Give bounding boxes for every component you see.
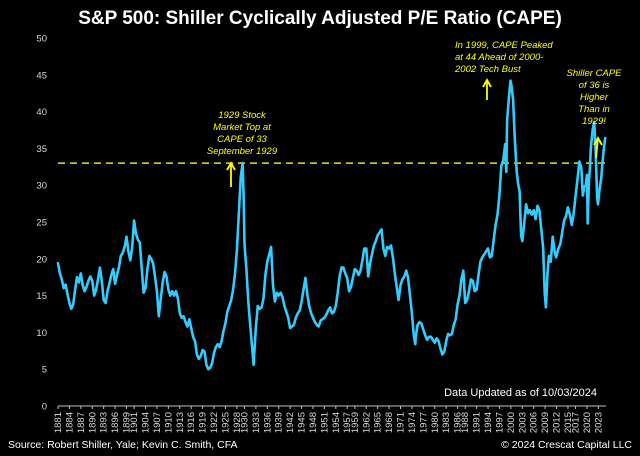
x-tick-label: 1986 [453,412,464,433]
x-tick-label: 2006 [529,412,540,433]
x-tick-label: 1887 [76,412,87,433]
x-tick-label: 1893 [99,412,110,433]
x-tick-label: 2012 [552,412,563,433]
annotation-1999-line: 2002 Tech Bust [454,64,521,75]
x-tick-label: 1904 [141,412,152,433]
annotation-arrow-shaft [595,137,599,159]
x-tick-label: 1988 [460,412,471,433]
x-tick-label: 1968 [384,412,395,433]
x-tick-label: 2009 [540,412,551,433]
x-tick-label: 2015 [563,412,574,433]
annotation-2024-line: Shiller CAPE [567,68,623,79]
y-tick-label: 40 [36,107,47,118]
x-tick-label: 1974 [407,412,418,433]
annotations: 1929 Stock Market Top at CAPE of 33 Septemb… [207,40,622,157]
x-tick-label: 1948 [308,412,319,433]
x-tick-label: 1930 [239,412,250,433]
x-tick-label: 1890 [87,412,98,433]
chart-title: S&P 500: Shiller Cyclically Adjusted P/E… [78,8,562,29]
x-tick-label: 1928 [232,412,243,433]
x-tick-label: 1881 [53,412,64,433]
annotation-2024-line: Higher [580,92,609,103]
x-tick-label: 1951 [319,412,330,433]
y-tick-label: 10 [36,328,47,339]
x-tick-label: 2020 [582,412,593,433]
copyright-notice: © 2024 Crescat Capital LLC [501,439,632,451]
x-tick-label: 1933 [251,412,262,433]
annotation-arrow-head [482,78,492,88]
x-tick-label: 1936 [262,412,273,433]
x-tick-label: 2000 [506,412,517,433]
y-tick-label: 30 [36,181,47,192]
x-tick-label: 1916 [186,412,197,433]
annotation-1929-line: CAPE of 33 [217,134,267,145]
y-tick-label: 0 [42,402,47,413]
x-tick-label: 2017 [571,412,582,433]
x-tick-label: 1901 [129,412,140,433]
x-tick-label: 1884 [64,412,75,433]
y-axis-ticks: 0 5 10 15 20 25 30 35 40 45 50 [36,34,47,413]
annotation-2024-line: of 36 is [579,80,610,91]
x-tick-label: 1913 [175,412,186,433]
y-tick-label: 25 [36,218,47,229]
cape-series-line [56,79,607,371]
x-tick-label: 1971 [396,412,407,433]
annotation-1929-line: September 1929 [207,146,278,157]
x-tick-label: 1959 [350,412,361,433]
x-tick-label: 1954 [331,412,342,433]
x-tick-label: 1965 [373,412,384,433]
annotation-arrow-head [593,136,603,146]
annotation-1929: 1929 Stock Market Top at CAPE of 33 Septemb… [207,110,278,157]
annotation-arrows [226,78,603,187]
annotation-arrow-head [226,161,236,171]
annotation-2024-line: Than in [578,104,610,115]
y-tick-label: 50 [36,34,47,45]
annotation-2024: Shiller CAPE of 36 is Higher Than in 1929! [567,68,623,127]
annotation-1999: In 1999, CAPE Peaked at 44 Ahead of 2000-… [454,40,553,75]
annotation-1929-line: Market Top at [213,122,271,133]
x-tick-label: 1910 [163,412,174,433]
y-tick-label: 45 [36,70,47,81]
x-tick-label: 1899 [122,412,133,433]
x-tick-label: 1957 [342,412,353,433]
x-tick-label: 1919 [198,412,209,433]
x-tick-label: 1994 [483,412,494,433]
annotation-2024-line: 1929! [582,116,606,127]
x-tick-label: 1997 [494,412,505,433]
annotation-1999-line: at 44 Ahead of 2000- [455,52,543,63]
annotation-1999-line: In 1999, CAPE Peaked [455,40,553,51]
x-tick-label: 2003 [517,412,528,433]
x-tick-label: 1991 [472,412,483,433]
x-tick-label: 1896 [110,412,121,433]
data-updated-note: Data Updated as of 10/03/2024 [444,387,597,399]
annotation-1929-line: 1929 Stock [218,110,267,121]
x-tick-label: 2023 [593,412,604,433]
x-tick-label: 1945 [297,412,308,433]
y-tick-label: 5 [42,365,47,376]
x-tick-label: 1939 [274,412,285,433]
x-tick-label: 1925 [220,412,231,433]
x-tick-label: 1983 [441,412,452,433]
y-tick-label: 15 [36,291,47,302]
x-tick-label: 1980 [430,412,441,433]
x-tick-label: 1942 [285,412,296,433]
x-tick-label: 1922 [209,412,220,433]
x-tick-label: 1907 [152,412,163,433]
x-tick-label: 1962 [361,412,372,433]
y-tick-label: 20 [36,254,47,265]
y-tick-label: 35 [36,144,47,155]
source-credit: Source: Robert Shiller, Yale; Kevin C. S… [8,439,238,451]
x-tick-label: 1977 [418,412,429,433]
